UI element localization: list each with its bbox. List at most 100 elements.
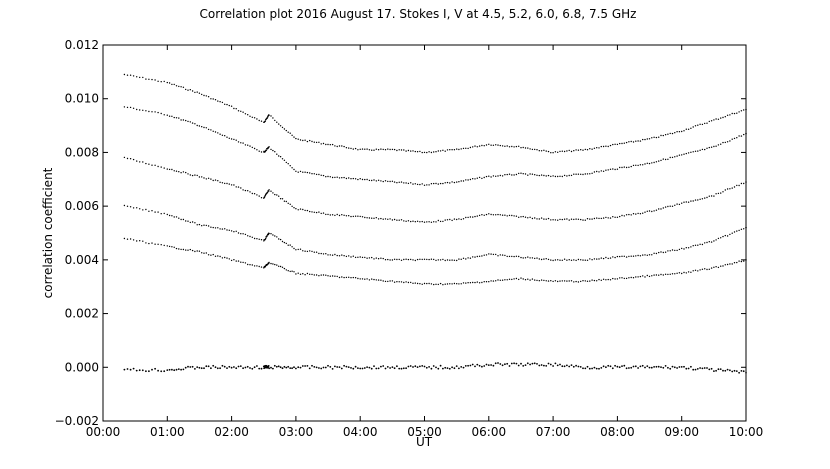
data-point bbox=[341, 145, 343, 147]
data-point bbox=[710, 367, 713, 370]
data-point bbox=[409, 365, 412, 367]
data-point bbox=[318, 367, 320, 369]
data-point bbox=[674, 156, 676, 158]
data-point bbox=[237, 141, 240, 143]
data-point bbox=[377, 218, 380, 220]
data-point bbox=[554, 151, 557, 153]
data-point bbox=[414, 183, 416, 185]
data-point bbox=[242, 142, 244, 144]
data-point bbox=[268, 262, 270, 265]
data-point bbox=[375, 367, 378, 370]
data-point bbox=[177, 368, 180, 370]
data-point bbox=[706, 122, 708, 124]
data-point bbox=[205, 224, 207, 227]
data-point bbox=[175, 170, 178, 172]
data-point bbox=[178, 171, 180, 173]
data-point bbox=[299, 208, 302, 210]
data-point bbox=[371, 256, 373, 259]
data-point bbox=[301, 365, 304, 367]
data-point bbox=[568, 365, 571, 368]
data-point bbox=[437, 283, 439, 286]
data-point bbox=[306, 140, 309, 143]
data-point bbox=[398, 219, 400, 221]
data-point bbox=[311, 364, 313, 367]
data-point bbox=[520, 172, 522, 174]
data-point bbox=[513, 255, 515, 258]
data-point bbox=[416, 282, 419, 285]
data-point bbox=[538, 258, 540, 260]
data-point bbox=[674, 273, 676, 275]
data-point bbox=[566, 218, 568, 220]
data-point bbox=[244, 144, 247, 146]
data-point bbox=[187, 89, 189, 91]
data-point bbox=[334, 214, 336, 217]
data-point bbox=[430, 151, 433, 154]
data-point bbox=[506, 255, 508, 258]
data-point bbox=[377, 149, 380, 151]
data-point bbox=[327, 175, 329, 178]
data-point bbox=[699, 149, 701, 151]
data-point bbox=[651, 162, 653, 164]
data-point bbox=[687, 128, 690, 130]
data-point bbox=[664, 158, 667, 161]
data-point bbox=[495, 144, 497, 146]
data-point bbox=[607, 278, 609, 281]
data-point bbox=[618, 366, 621, 369]
data-point bbox=[729, 140, 731, 142]
data-point bbox=[283, 128, 286, 130]
data-point bbox=[731, 112, 733, 115]
data-point bbox=[533, 362, 536, 365]
data-point bbox=[605, 366, 607, 369]
data-point bbox=[324, 366, 327, 369]
data-point bbox=[623, 142, 625, 144]
data-point bbox=[148, 242, 150, 245]
data-point bbox=[573, 150, 575, 152]
data-point bbox=[506, 145, 508, 147]
data-point bbox=[224, 228, 226, 230]
data-point bbox=[713, 195, 715, 197]
data-point bbox=[299, 366, 302, 369]
data-point bbox=[348, 177, 350, 179]
data-point bbox=[214, 99, 217, 101]
data-point bbox=[736, 230, 738, 232]
data-point bbox=[327, 275, 329, 277]
data-point bbox=[178, 248, 180, 250]
data-point bbox=[720, 192, 722, 194]
data-point bbox=[274, 235, 276, 237]
data-point bbox=[123, 237, 126, 240]
data-point bbox=[419, 365, 421, 368]
data-point bbox=[302, 208, 304, 211]
data-point bbox=[421, 283, 423, 285]
data-point bbox=[621, 166, 623, 169]
data-point bbox=[253, 117, 256, 119]
data-point bbox=[132, 107, 135, 110]
data-point bbox=[129, 158, 132, 160]
data-point bbox=[529, 363, 531, 366]
data-point bbox=[738, 229, 740, 232]
data-point bbox=[228, 183, 230, 185]
data-point bbox=[389, 148, 391, 151]
data-point bbox=[166, 81, 168, 84]
data-point bbox=[430, 283, 433, 285]
data-point bbox=[600, 170, 602, 172]
data-point bbox=[235, 260, 237, 262]
data-point bbox=[511, 145, 513, 148]
data-point bbox=[639, 164, 642, 166]
data-point bbox=[336, 145, 338, 148]
data-point bbox=[676, 367, 678, 369]
data-point bbox=[348, 215, 350, 217]
data-point bbox=[265, 237, 267, 240]
data-point bbox=[123, 204, 126, 207]
data-point bbox=[467, 282, 469, 284]
data-point bbox=[293, 271, 295, 273]
data-point bbox=[313, 251, 315, 253]
data-point bbox=[391, 366, 394, 368]
data-point bbox=[681, 202, 683, 204]
data-point bbox=[671, 365, 674, 368]
data-point bbox=[488, 175, 490, 177]
data-point bbox=[272, 367, 274, 370]
data-point bbox=[214, 366, 217, 369]
data-point bbox=[329, 366, 332, 368]
data-point bbox=[448, 367, 451, 370]
data-point bbox=[625, 166, 628, 169]
